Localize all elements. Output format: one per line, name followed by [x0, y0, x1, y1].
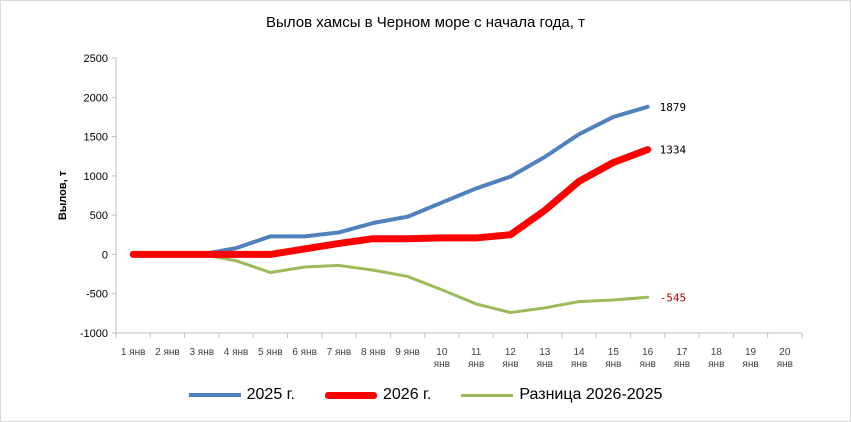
- data-point: [475, 187, 477, 189]
- data-point: [578, 301, 580, 303]
- data-point: [544, 209, 546, 211]
- x-tick-label: 4 янв: [224, 347, 249, 358]
- x-tick-label: 20 янв: [777, 347, 793, 370]
- y-tick-label: 2000: [84, 92, 108, 104]
- data-point: [578, 133, 580, 135]
- data-point: [578, 180, 580, 182]
- data-point: [235, 260, 237, 262]
- data-point: [269, 235, 271, 237]
- data-point: [509, 312, 511, 314]
- y-tick-label: 2500: [84, 53, 108, 65]
- legend-item-diff: Разница 2026-2025: [461, 386, 662, 404]
- data-point: [407, 275, 409, 277]
- y-tick-label: -500: [86, 289, 108, 301]
- data-point: [612, 116, 614, 118]
- data-point: [647, 149, 649, 151]
- data-point: [304, 248, 306, 250]
- y-tick-label: 1500: [84, 132, 108, 144]
- y-tick-label: -1000: [80, 328, 108, 340]
- legend-swatch: [325, 391, 377, 399]
- y-tick-label: 1000: [84, 171, 108, 183]
- legend-item-2025: 2025 г.: [188, 386, 295, 404]
- data-point: [441, 237, 443, 239]
- series-line-2: [131, 252, 650, 315]
- legend-label: 2026 г.: [383, 386, 432, 403]
- data-point: [338, 242, 340, 244]
- data-point: [509, 176, 511, 178]
- data-point: [647, 106, 649, 108]
- data-point: [407, 238, 409, 240]
- x-tick-label: 2 янв: [155, 347, 180, 358]
- x-tick-label: 14 янв: [571, 347, 587, 370]
- x-tick-label: 6 янв: [292, 347, 317, 358]
- legend-label: 2025 г.: [246, 386, 295, 403]
- data-point: [338, 231, 340, 233]
- data-point: [441, 202, 443, 204]
- data-point: [166, 253, 168, 255]
- x-tick-label: 1 янв: [121, 347, 146, 358]
- legend-label: Разница 2026-2025: [519, 386, 663, 403]
- data-point: [475, 303, 477, 305]
- y-axis-label: Вылов, т: [57, 170, 69, 220]
- x-tick-label: 12 янв: [502, 347, 518, 370]
- data-point: [441, 289, 443, 291]
- x-tick-label: 13 янв: [537, 347, 553, 370]
- data-point: [235, 253, 237, 255]
- data-point: [372, 222, 374, 224]
- data-point: [201, 253, 203, 255]
- x-tick-label: 7 янв: [327, 347, 352, 358]
- legend-item-2026: 2026 г.: [325, 386, 431, 404]
- y-tick-label: 0: [102, 249, 108, 261]
- x-tick-label: 15 янв: [605, 347, 621, 370]
- x-tick-label: 9 янв: [395, 347, 420, 358]
- data-point: [132, 253, 134, 255]
- y-tick-label: 500: [90, 210, 108, 222]
- data-label: -545: [660, 291, 687, 304]
- data-point: [544, 156, 546, 158]
- data-point: [544, 307, 546, 309]
- data-point: [372, 269, 374, 271]
- data-point: [612, 299, 614, 301]
- data-point: [338, 264, 340, 266]
- x-tick-label: 8 янв: [361, 347, 386, 358]
- x-tick-label: 5 янв: [258, 347, 283, 358]
- series-line-1: [129, 146, 652, 258]
- data-label: 1879: [660, 101, 687, 114]
- x-tick-label: 16 янв: [640, 347, 656, 370]
- data-point: [475, 237, 477, 239]
- legend-swatch: [461, 393, 514, 397]
- x-tick-label: 11 янв: [468, 347, 484, 370]
- chart-title: Вылов хамсы в Черном море с начала года,…: [266, 14, 585, 31]
- data-point: [235, 247, 237, 249]
- data-point: [509, 234, 511, 236]
- data-point: [647, 296, 649, 298]
- data-point: [407, 216, 409, 218]
- data-point: [269, 253, 271, 255]
- x-tick-label: 10 янв: [434, 347, 450, 370]
- data-point: [612, 162, 614, 163]
- x-tick-label: 19 янв: [742, 347, 758, 370]
- legend: 2025 г. 2026 г. Разница 2026-2025: [0, 386, 851, 404]
- data-point: [269, 272, 271, 273]
- x-tick-label: 3 янв: [189, 347, 214, 358]
- x-tick-label: 17 янв: [674, 347, 690, 370]
- data-point: [304, 266, 306, 268]
- x-tick-label: 18 янв: [708, 347, 724, 370]
- legend-swatch: [188, 393, 241, 397]
- data-point: [372, 238, 374, 240]
- data-point: [304, 235, 306, 237]
- data-label: 1334: [660, 144, 687, 157]
- series-line-0: [131, 104, 650, 257]
